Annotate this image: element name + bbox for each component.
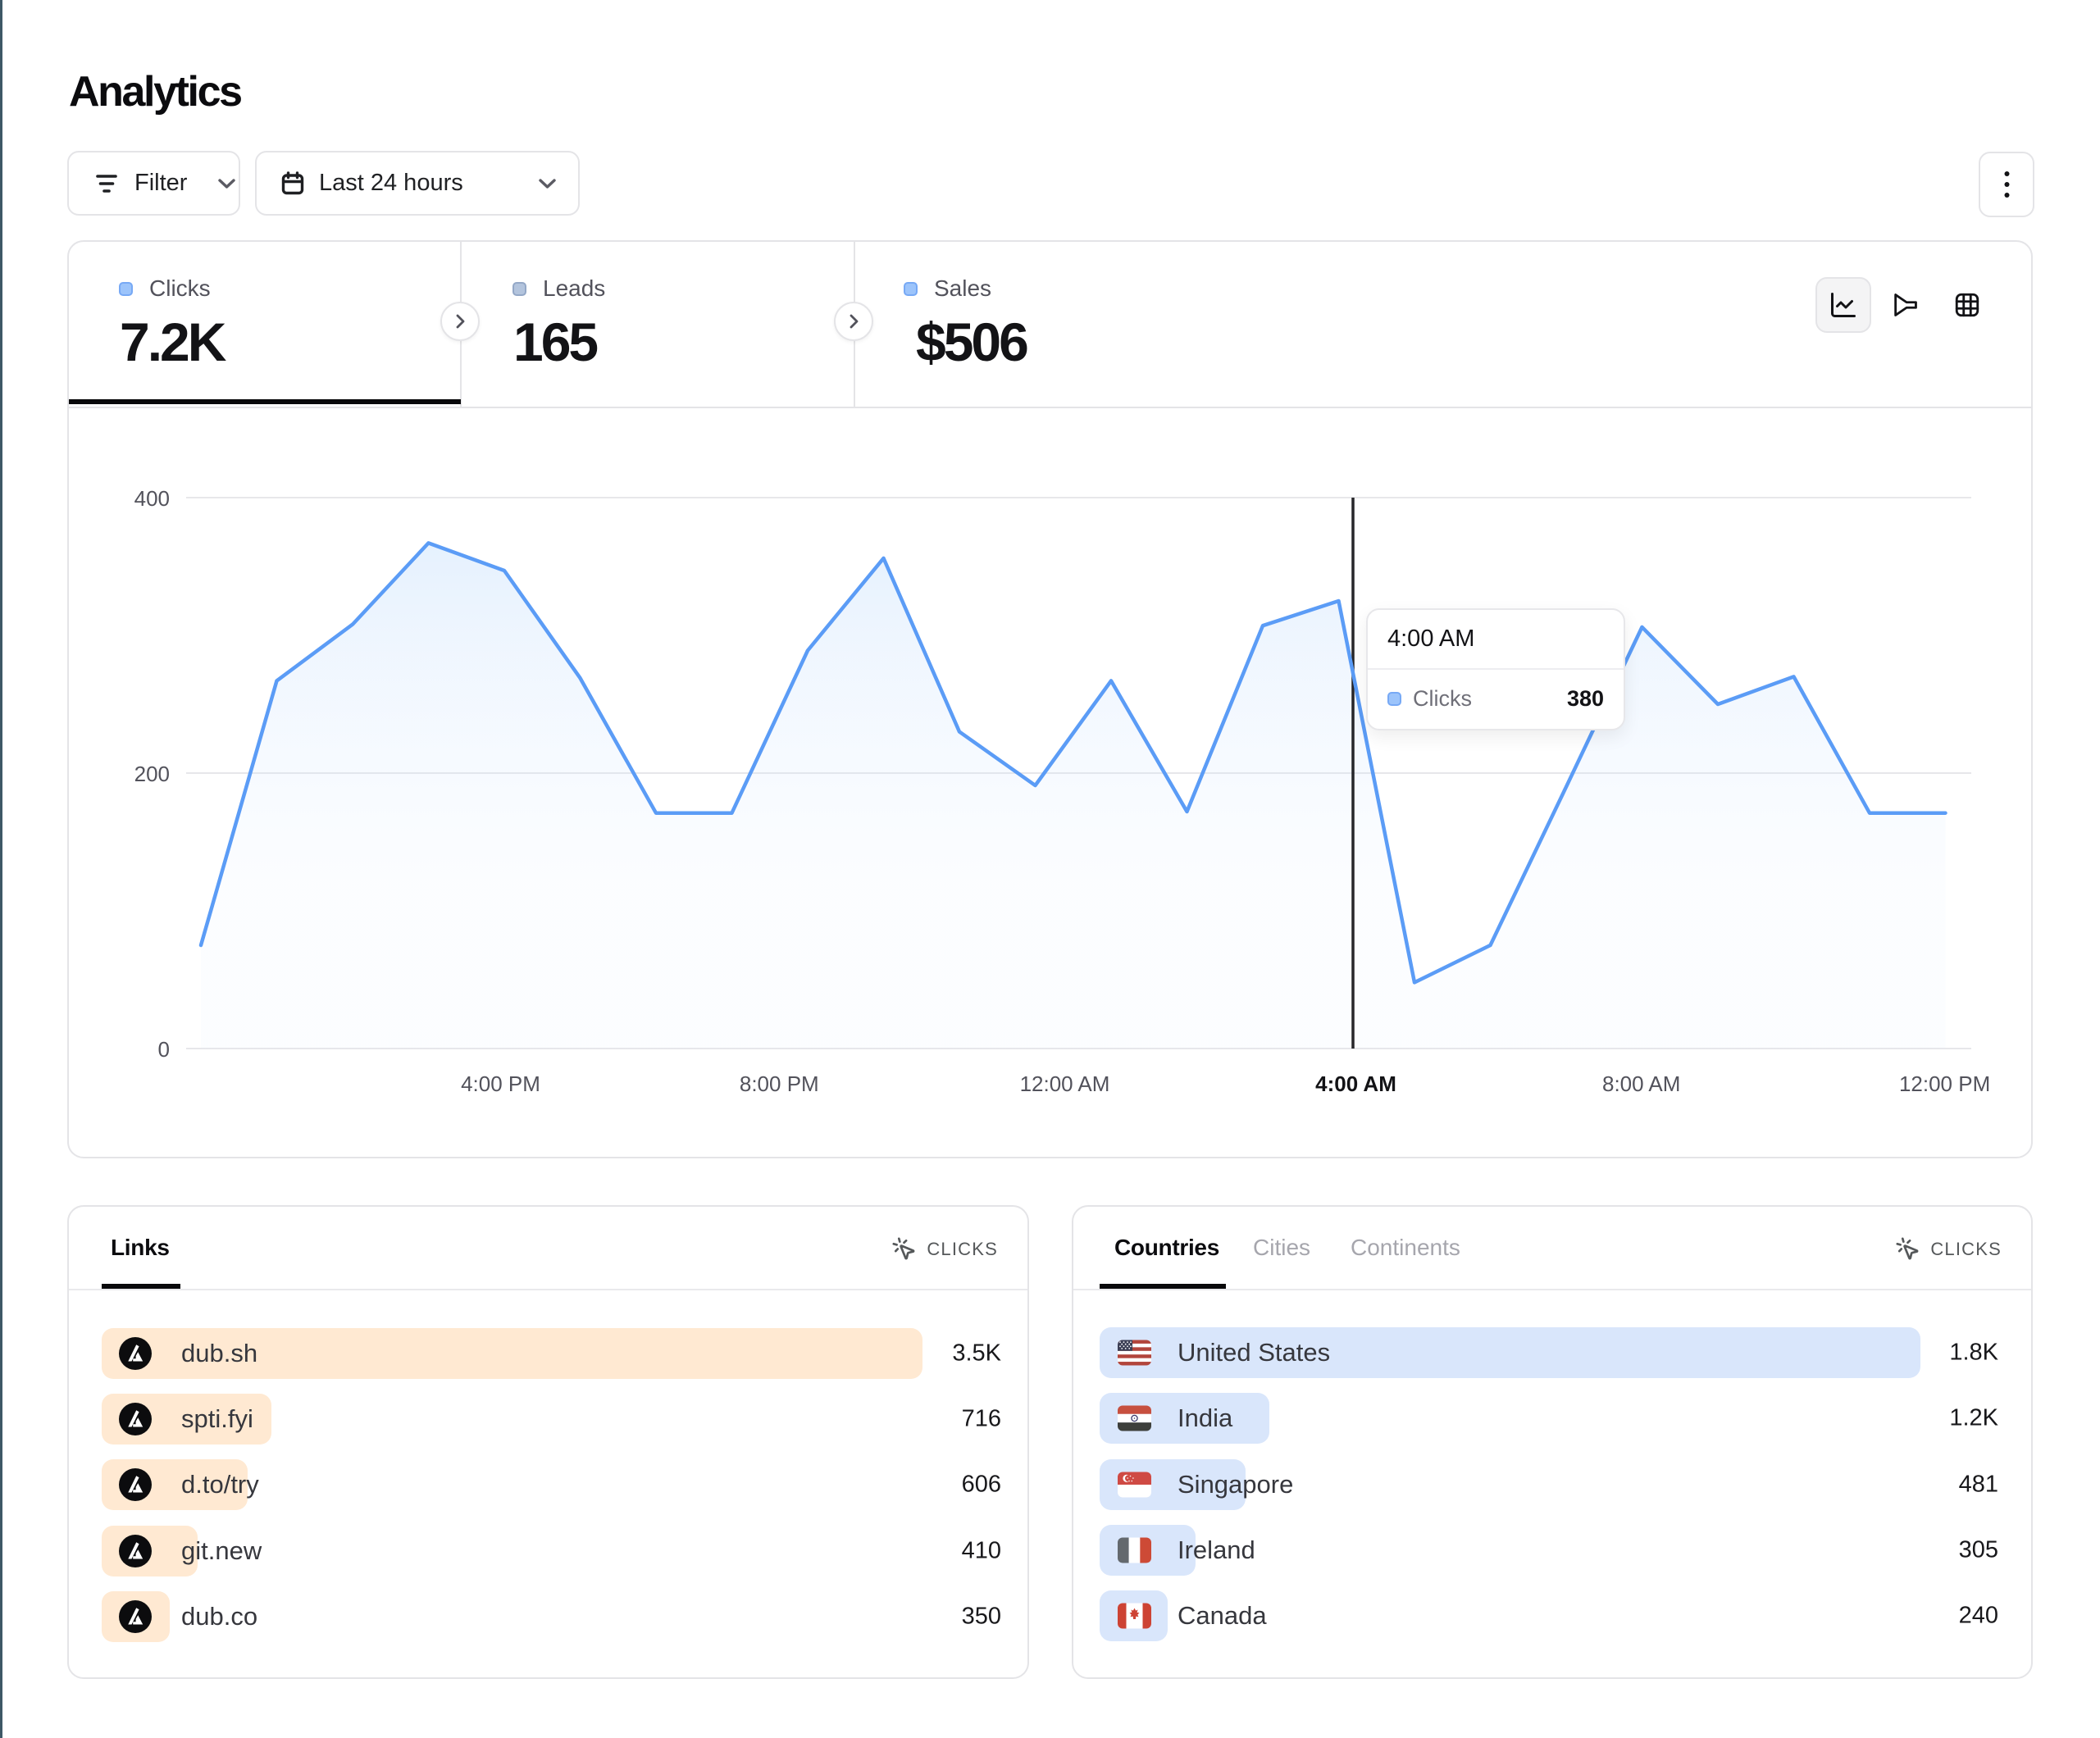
svg-text:12:00 AM: 12:00 AM [1020,1071,1110,1096]
svg-text:400: 400 [134,486,170,511]
svg-text:12:00 PM: 12:00 PM [1899,1071,1990,1096]
svg-text:8:00 AM: 8:00 AM [1602,1071,1680,1096]
svg-text:4:00 PM: 4:00 PM [461,1071,540,1096]
svg-text:8:00 PM: 8:00 PM [740,1071,819,1096]
svg-text:4:00 AM: 4:00 AM [1315,1071,1396,1096]
svg-text:0: 0 [158,1037,170,1062]
svg-text:200: 200 [134,762,170,786]
